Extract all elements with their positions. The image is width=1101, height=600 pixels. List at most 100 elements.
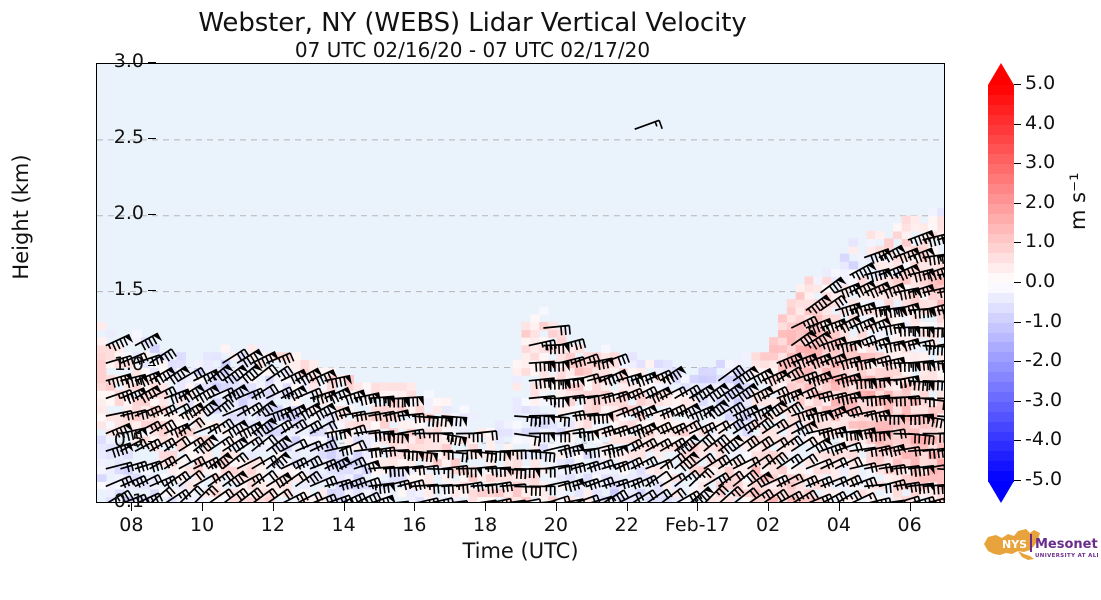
velocity-cell [238,367,248,376]
velocity-cell [769,397,779,406]
velocity-cell [804,284,814,293]
velocity-cell [910,405,921,414]
velocity-cell [937,208,944,217]
colorbar-tick-label: -2.0 [1025,349,1063,372]
velocity-cell [786,412,797,422]
wind-barb [441,450,468,463]
velocity-cell [583,352,593,361]
velocity-cell [831,344,841,353]
velocity-cell [273,466,284,475]
velocity-cell [919,238,929,247]
velocity-cell [335,458,346,467]
velocity-cell [486,458,496,467]
velocity-cell [530,473,540,482]
velocity-cell [804,466,814,475]
velocity-cell [928,208,938,217]
chart-subtitle: 07 UTC 02/16/20 - 07 UTC 02/17/20 [294,38,651,62]
velocity-cell [291,367,301,376]
velocity-cell [769,488,779,498]
velocity-cell [521,435,531,444]
wind-barb [659,386,689,400]
wind-barb [937,309,944,320]
velocity-cell [831,314,841,323]
velocity-cell [875,246,885,255]
velocity-cell [105,382,116,391]
wind-barb [207,399,235,417]
velocity-cell [150,488,160,498]
velocity-cell [132,405,142,414]
wind-barb [193,423,222,435]
velocity-cell [512,488,523,498]
velocity-cell [857,443,867,452]
wind-barb [397,412,426,424]
colorbar-tick-mark [1014,480,1021,481]
velocity-cell [884,314,894,323]
velocity-cell [777,450,788,460]
velocity-cell [777,382,788,391]
velocity-cell [415,443,425,452]
velocity-cell [777,359,788,369]
velocity-cell [627,367,638,376]
velocity-cell [839,435,850,444]
velocity-cell [901,230,912,240]
velocity-cell [539,397,549,406]
velocity-cell [671,473,682,482]
velocity-cell [548,397,558,406]
velocity-cell [273,435,284,444]
velocity-cell [114,428,125,437]
velocity-cell [158,352,169,361]
velocity-cell [424,473,434,482]
velocity-cell [742,412,753,422]
velocity-cell [724,481,735,490]
velocity-cell [574,466,584,475]
velocity-cell [636,412,646,422]
velocity-cell [875,329,885,338]
wind-barb [528,485,556,496]
velocity-cell [663,466,673,475]
velocity-cell [707,473,717,482]
wind-barb [586,458,616,470]
velocity-cell [777,496,788,502]
wind-barb [849,280,877,298]
wind-barb [630,437,659,452]
velocity-cell [176,466,187,475]
velocity-cell [928,397,938,406]
velocity-cell [892,359,903,369]
velocity-cell [848,450,859,460]
velocity-cell [247,405,257,414]
velocity-cell [627,352,638,361]
velocity-cell [265,481,275,490]
x-tick-label: 20 [543,514,568,536]
velocity-cell [141,481,151,490]
wind-barb [441,415,468,427]
velocity-cell [158,435,169,444]
velocity-cell [601,359,611,369]
velocity-cell [105,420,116,429]
velocity-cell [556,458,567,467]
velocity-cell [601,405,611,414]
velocity-cell [654,481,664,490]
velocity-cell [167,488,178,498]
velocity-cell [601,473,611,482]
colorbar-step [988,332,1014,343]
velocity-cell [265,473,275,482]
velocity-cell [689,481,699,490]
velocity-cell [291,375,301,384]
velocity-cell [822,268,832,278]
velocity-cell [698,466,708,475]
velocity-cell [892,329,903,338]
velocity-cell [822,481,832,490]
wind-barb [514,467,541,479]
velocity-cell [609,405,620,414]
wind-barb [150,486,176,502]
velocity-cell [831,473,841,482]
velocity-cell [901,435,912,444]
wind-barb [630,422,659,440]
velocity-cell [194,359,204,369]
x-tick-mark [626,503,628,511]
velocity-cell [176,420,187,429]
velocity-cell [388,473,399,482]
velocity-cell [884,238,894,247]
velocity-cell [256,466,266,475]
wind-barb [557,394,586,405]
